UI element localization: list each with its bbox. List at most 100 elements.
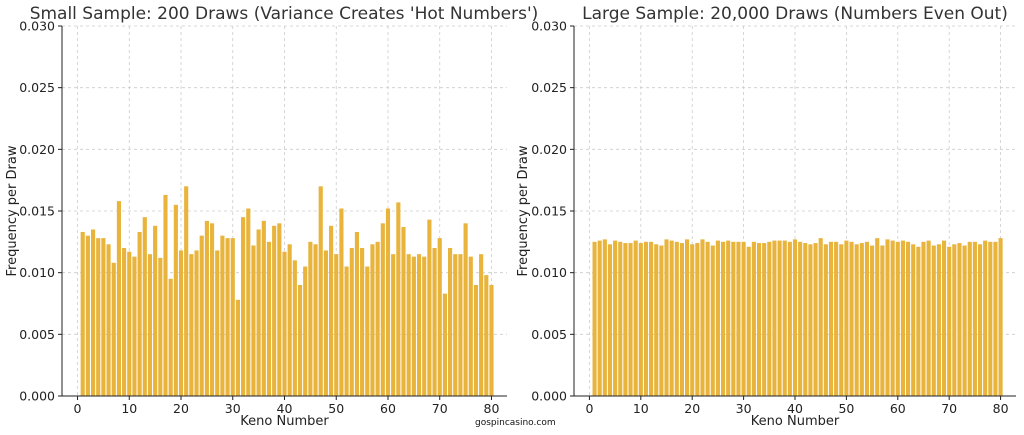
bar [241, 217, 246, 396]
bar [921, 241, 926, 396]
bar [936, 244, 941, 396]
bar [339, 208, 344, 396]
bar [839, 244, 844, 396]
bar [354, 231, 360, 396]
bar [360, 248, 365, 396]
bar [972, 241, 977, 396]
bar [690, 244, 695, 396]
x-tick-label: 60 [890, 401, 906, 416]
bar [251, 245, 256, 396]
y-tick-label: 0.015 [19, 204, 55, 219]
bar [592, 241, 597, 396]
bar [941, 240, 947, 396]
bar [442, 293, 447, 396]
bar [106, 244, 111, 396]
bar [726, 240, 731, 396]
bar [458, 254, 463, 396]
bar [854, 244, 859, 396]
bar [153, 225, 158, 396]
bar [473, 285, 479, 396]
bar [638, 243, 643, 396]
bar [890, 240, 895, 396]
y-tick-label: 0.010 [19, 265, 55, 280]
bar [828, 241, 834, 396]
bar [767, 241, 772, 396]
x-tick-label: 10 [633, 401, 649, 416]
bar [787, 241, 792, 396]
bar [427, 219, 432, 396]
bar [272, 225, 277, 396]
chart-title: Large Sample: 20,000 Draws (Numbers Even… [582, 4, 1008, 24]
bar [370, 244, 375, 396]
bar [643, 241, 649, 396]
bar [318, 186, 323, 396]
bar [756, 243, 762, 396]
bar [895, 241, 900, 396]
y-tick-label: 0.025 [531, 80, 567, 95]
bar [602, 239, 607, 396]
bar [649, 241, 654, 396]
bar [209, 223, 215, 396]
x-tick-label: 40 [787, 401, 803, 416]
bar [401, 227, 406, 396]
bar [777, 240, 782, 396]
bar [184, 186, 189, 396]
bar [916, 246, 921, 396]
bar [618, 241, 623, 396]
bar [329, 225, 334, 396]
x-tick-label: 30 [225, 401, 241, 416]
bar [334, 254, 339, 396]
x-axis-label: Keno Number [751, 414, 840, 429]
bar [700, 239, 705, 396]
bar [297, 285, 303, 396]
bar [411, 256, 416, 396]
x-tick-label: 70 [941, 401, 957, 416]
bar [983, 240, 988, 396]
bar [900, 240, 905, 396]
y-tick-label: 0.015 [531, 204, 567, 219]
bar [988, 241, 993, 396]
bar [220, 235, 225, 396]
bar [349, 248, 354, 396]
bar [80, 231, 85, 396]
bar [287, 244, 292, 396]
bar [406, 254, 411, 396]
x-tick-label: 80 [993, 401, 1009, 416]
bar [669, 240, 674, 396]
bar [199, 235, 204, 396]
bar [597, 240, 602, 396]
bar [432, 248, 437, 396]
y-axis-label: Frequency per Draw [5, 145, 20, 276]
bar [813, 243, 818, 396]
x-tick-label: 20 [684, 401, 700, 416]
bar [762, 243, 767, 396]
x-tick-label: 70 [432, 401, 448, 416]
x-tick-label: 20 [173, 401, 189, 416]
y-tick-label: 0.005 [531, 327, 567, 342]
bar [849, 241, 854, 396]
bar [880, 245, 885, 396]
bar [116, 201, 121, 396]
bar [127, 251, 132, 396]
bar [308, 241, 313, 396]
bar [344, 266, 349, 396]
bar [906, 241, 911, 396]
bar [705, 241, 710, 396]
bar [313, 244, 318, 396]
bar [261, 220, 266, 396]
bar [380, 223, 385, 396]
bar [859, 243, 864, 396]
bar [256, 229, 261, 396]
bar [623, 243, 628, 396]
x-tick-label: 0 [585, 401, 593, 416]
bar [808, 244, 813, 396]
bar [792, 239, 798, 396]
bar [803, 243, 808, 396]
bar [468, 256, 473, 396]
bar [375, 241, 380, 396]
bar [911, 244, 916, 396]
bar [679, 243, 684, 396]
bar [715, 240, 720, 396]
bar [266, 241, 272, 396]
bar [977, 244, 983, 396]
